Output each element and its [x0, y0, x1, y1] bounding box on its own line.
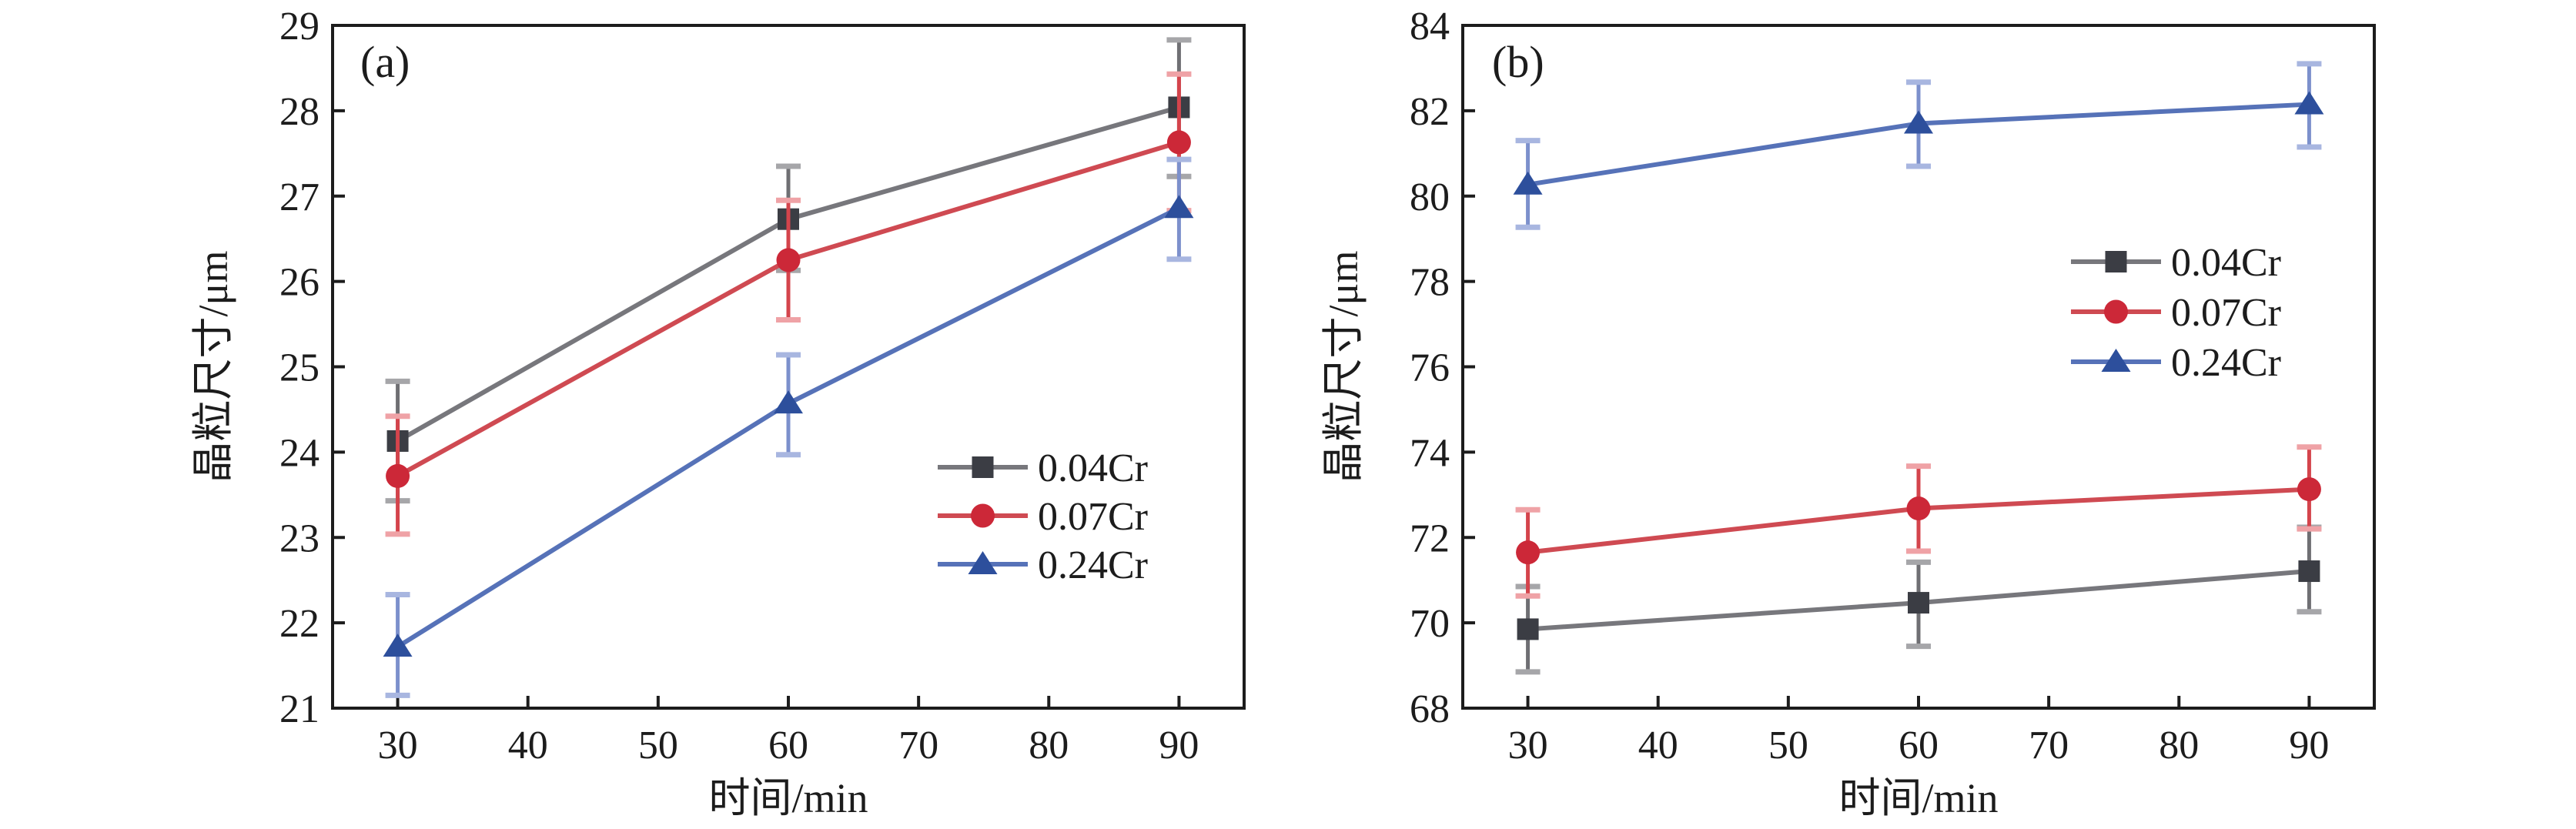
series-0.07Cr	[1515, 444, 2322, 599]
legend-item-label: 0.04Cr	[2171, 241, 2281, 285]
data-point-circle-marker	[1166, 130, 1191, 155]
y-tick-label: 21	[279, 687, 319, 731]
y-tick-label: 80	[1410, 175, 1450, 219]
data-point-square-marker	[2298, 560, 2320, 583]
y-tick-label: 25	[279, 346, 319, 390]
y-tick-label: 78	[1410, 261, 1450, 305]
x-tick-label: 70	[898, 724, 938, 767]
y-tick-label: 22	[279, 602, 319, 646]
y-tick-label: 76	[1410, 346, 1450, 390]
y-tick-label: 26	[279, 261, 319, 305]
y-axis-title: 晶粒尺寸/μm	[190, 251, 236, 483]
x-tick-label: 90	[2289, 724, 2329, 767]
x-tick-label: 50	[1768, 724, 1808, 767]
legend-item-label: 0.07Cr	[1038, 495, 1148, 539]
legend-item-label: 0.04Cr	[1038, 446, 1148, 490]
data-point-circle-marker	[1906, 496, 1931, 521]
data-point-triangle-marker	[774, 390, 803, 414]
data-point-square-marker	[1908, 592, 1929, 614]
legend-square-marker	[972, 456, 994, 478]
y-tick-label: 72	[1410, 516, 1450, 560]
series-0.24Cr	[383, 156, 1194, 698]
legend-square-marker	[2105, 251, 2127, 272]
data-point-triangle-marker	[1164, 195, 1194, 219]
y-tick-label: 68	[1410, 687, 1450, 731]
x-tick-label: 30	[1508, 724, 1548, 767]
legend-circle-marker	[971, 503, 995, 528]
data-point-circle-marker	[386, 463, 410, 488]
y-tick-label: 74	[1410, 431, 1450, 475]
legend-item-label: 0.07Cr	[2171, 291, 2281, 335]
y-tick-label: 23	[279, 516, 319, 560]
y-tick-label: 24	[279, 431, 319, 475]
panel-label: (a)	[360, 37, 410, 87]
x-tick-label: 60	[1899, 724, 1939, 767]
y-tick-label: 84	[1410, 5, 1450, 48]
series-0.24Cr	[1513, 61, 2324, 230]
x-tick-label: 70	[2029, 724, 2069, 767]
legend-triangle-marker	[2101, 349, 2131, 372]
x-axis-title: 时间/min	[1838, 775, 1998, 821]
legend: 0.04Cr 0.07Cr 0.24Cr	[2071, 241, 2281, 385]
y-tick-label: 29	[279, 5, 319, 48]
x-tick-label: 40	[1638, 724, 1678, 767]
x-tick-label: 50	[638, 724, 678, 767]
data-point-circle-marker	[776, 248, 801, 272]
x-tick-label: 80	[1029, 724, 1069, 767]
legend-circle-marker	[2104, 299, 2128, 324]
y-tick-label: 82	[1410, 90, 1450, 134]
panel-b: 30 40 50 60 70 80 90 68 70 72 74 76 78 80 82 84 时间/min 晶粒…	[1320, 5, 2376, 821]
legend-item-label: 0.24Cr	[1038, 543, 1148, 587]
data-point-square-marker	[1517, 618, 1539, 640]
legend-triangle-marker	[968, 551, 998, 574]
panel-label: (b)	[1492, 37, 1544, 87]
series-0.04Cr	[1515, 524, 2322, 675]
panel-a: 30 40 50 60 70 80 90 21 22 23 24 25 26 27 28 29 时间/min 晶粒…	[190, 5, 1246, 821]
data-point-triangle-marker	[1904, 110, 1933, 134]
data-point-circle-marker	[1516, 540, 1541, 565]
data-point-triangle-marker	[2294, 91, 2324, 115]
y-tick-label: 27	[279, 175, 319, 219]
y-tick-label: 28	[279, 90, 319, 134]
x-tick-label: 30	[378, 724, 418, 767]
y-tick-label: 70	[1410, 602, 1450, 646]
x-tick-label: 90	[1159, 724, 1199, 767]
legend-item-label: 0.24Cr	[2171, 341, 2281, 385]
x-tick-label: 60	[768, 724, 808, 767]
x-axis-title: 时间/min	[708, 775, 868, 821]
data-point-circle-marker	[2297, 477, 2321, 502]
data-point-triangle-marker	[383, 633, 413, 657]
x-tick-label: 40	[508, 724, 548, 767]
x-tick-label: 80	[2159, 724, 2199, 767]
y-axis-title: 晶粒尺寸/μm	[1320, 251, 1367, 483]
data-point-triangle-marker	[1513, 171, 1543, 195]
